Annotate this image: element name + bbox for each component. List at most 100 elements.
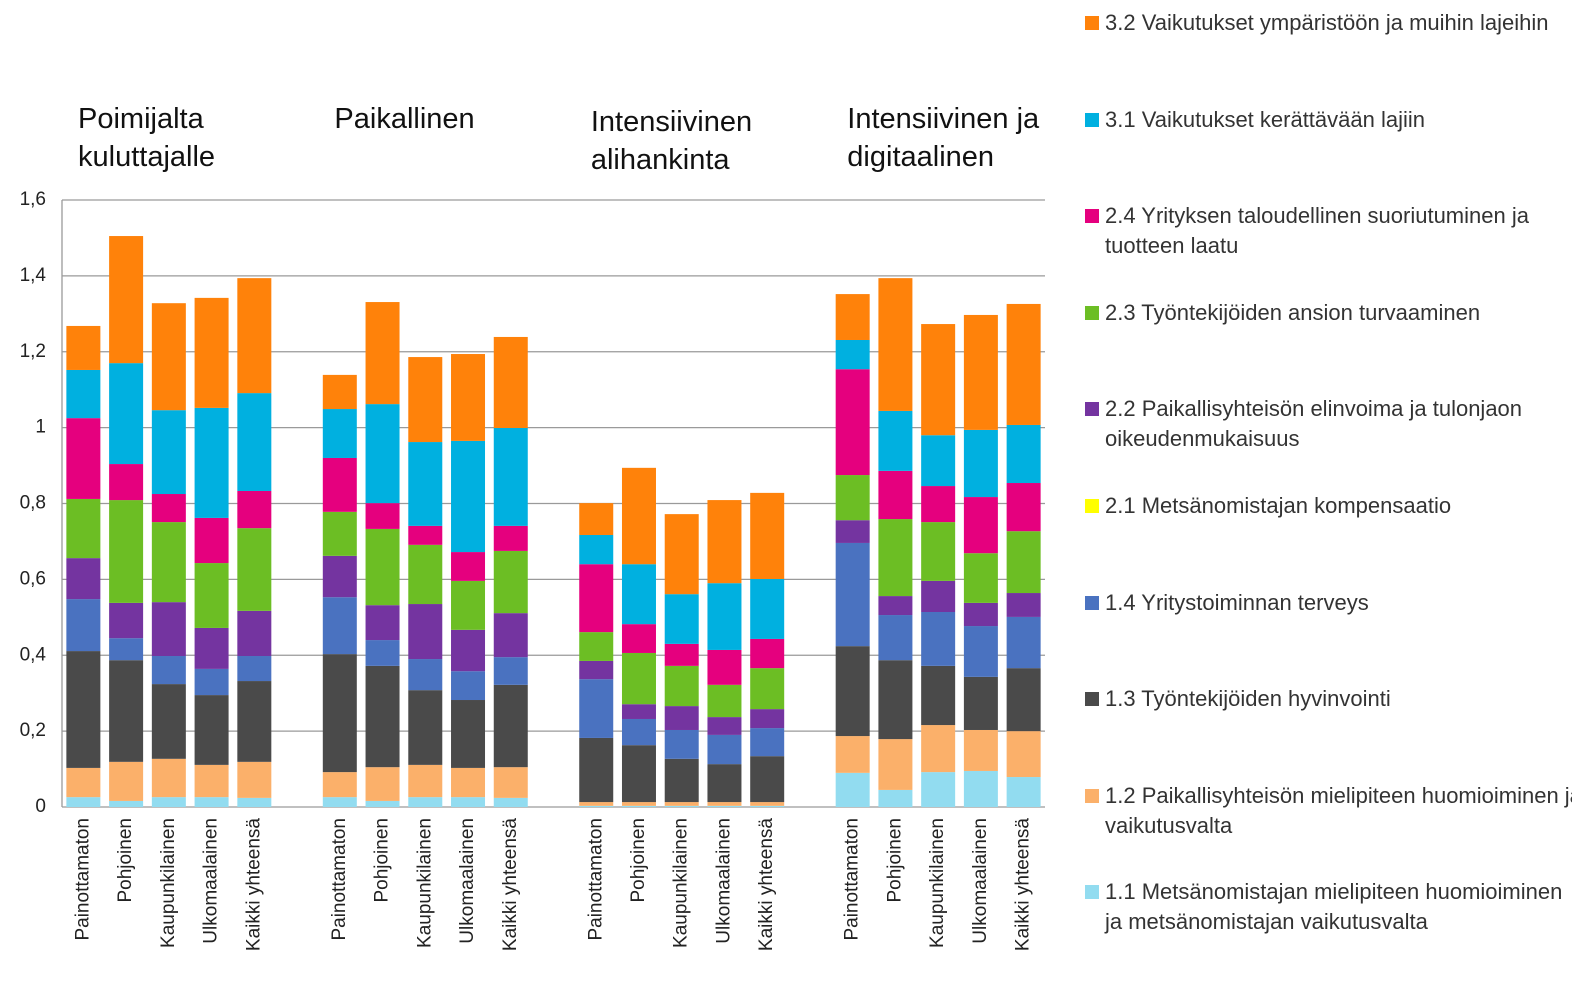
bar-segment bbox=[322, 797, 357, 807]
bar-segment bbox=[451, 671, 486, 701]
bar-segment bbox=[194, 563, 229, 628]
bar-segment bbox=[66, 498, 101, 559]
bar-segment bbox=[493, 657, 528, 685]
bar-segment bbox=[878, 470, 913, 520]
bar-segment bbox=[707, 764, 742, 803]
x-tick-label: Kaikki yhteensä bbox=[756, 818, 777, 952]
bar-segment bbox=[963, 729, 998, 771]
bar-segment bbox=[451, 552, 486, 581]
bar-segment bbox=[835, 646, 870, 737]
legend-label: 2.2 Paikallisyhteisön elinvoima ja tulon… bbox=[1105, 396, 1523, 452]
legend-swatch bbox=[1085, 16, 1099, 30]
bar-segment bbox=[878, 660, 913, 740]
x-tick-label: Pohjoinen bbox=[115, 818, 136, 903]
bar-segment bbox=[66, 651, 101, 768]
bar-segment bbox=[151, 522, 186, 603]
bar-segment bbox=[408, 797, 443, 807]
bar-segment bbox=[493, 613, 528, 658]
legend-label: 1.1 Metsänomistajan mielipiteen huomioim… bbox=[1105, 879, 1563, 935]
x-tick-label: Painottamaton bbox=[329, 818, 350, 941]
y-tick-label: 1,2 bbox=[20, 341, 46, 362]
bar-segment bbox=[66, 599, 101, 652]
bar-segment bbox=[109, 660, 144, 762]
bar-segment bbox=[707, 717, 742, 735]
bar-segment bbox=[109, 761, 144, 801]
bar-segment bbox=[66, 418, 101, 499]
bar-segment bbox=[151, 303, 186, 411]
bar-segment bbox=[451, 767, 486, 798]
bar-segment bbox=[878, 278, 913, 411]
bar-segment bbox=[1006, 777, 1041, 807]
bar-segment bbox=[237, 797, 272, 807]
legend-item: 2.4 Yrityksen taloudellinen suoriutumine… bbox=[1085, 201, 1572, 261]
group-label: Intensiivinen ja digitaalinen bbox=[847, 103, 1040, 173]
bar-segment bbox=[1006, 593, 1041, 617]
bar-segment bbox=[621, 704, 656, 719]
bar-segment bbox=[451, 580, 486, 630]
group-label: Intensiivinen alihankinta bbox=[590, 106, 753, 176]
bar-segment bbox=[109, 363, 144, 465]
bar-segment bbox=[921, 725, 956, 773]
bar-segment bbox=[835, 294, 870, 340]
bar-segment bbox=[750, 668, 785, 710]
bar-segment bbox=[835, 475, 870, 521]
bar-segment bbox=[835, 339, 870, 370]
bar-segment bbox=[151, 684, 186, 759]
bar-segment bbox=[878, 615, 913, 661]
legend-label: 1.4 Yritystoiminnan terveys bbox=[1105, 589, 1369, 615]
y-tick-label: 0,6 bbox=[20, 568, 46, 589]
bar-segment bbox=[322, 409, 357, 458]
bar-segment bbox=[365, 404, 400, 504]
bar-segment bbox=[664, 802, 699, 806]
x-tick-label: Kaikki yhteensä bbox=[243, 818, 264, 952]
bar-segment bbox=[408, 764, 443, 798]
bar-segment bbox=[621, 745, 656, 803]
bar-segment bbox=[878, 739, 913, 790]
bar-segment bbox=[109, 236, 144, 364]
bar-segment bbox=[579, 503, 614, 535]
legend-swatch bbox=[1085, 499, 1099, 513]
bar-segment bbox=[921, 612, 956, 666]
bar-segment bbox=[1006, 483, 1041, 532]
x-tick-label: Ulkomaalainen bbox=[713, 818, 734, 944]
bar-segment bbox=[109, 602, 144, 639]
bar-segment bbox=[151, 758, 186, 798]
legend-swatch bbox=[1085, 112, 1099, 127]
bar-segment bbox=[878, 789, 913, 807]
bar-segment bbox=[493, 797, 528, 807]
bar-segment bbox=[322, 511, 357, 556]
x-tick-label: Painottamaton bbox=[72, 818, 93, 941]
bar-segment bbox=[194, 407, 229, 518]
bar-segment bbox=[664, 729, 699, 759]
bar-segment bbox=[408, 442, 443, 526]
bar-segment bbox=[750, 578, 785, 639]
y-tick-label: 0,2 bbox=[20, 720, 46, 741]
bar-segment bbox=[365, 528, 400, 606]
x-tick-label: Kaupunkilainen bbox=[671, 818, 692, 948]
bar-segment bbox=[194, 627, 229, 669]
bar-segment bbox=[621, 467, 656, 565]
bar-segment bbox=[365, 503, 400, 529]
bar-segment bbox=[878, 596, 913, 616]
bar-segment bbox=[664, 805, 699, 807]
y-tick-label: 0,4 bbox=[20, 644, 47, 665]
bar-segment bbox=[1006, 616, 1041, 669]
bar-segment bbox=[621, 624, 656, 653]
bar-segment bbox=[151, 602, 186, 657]
legend-swatch bbox=[1085, 885, 1099, 900]
bar-segment bbox=[963, 497, 998, 554]
bar-segment bbox=[750, 709, 785, 729]
group-label: Poimijalta kuluttajalle bbox=[78, 103, 216, 173]
bar-segment bbox=[621, 802, 656, 806]
bar-segment bbox=[750, 492, 785, 579]
bar-segment bbox=[621, 652, 656, 705]
bar-segment bbox=[194, 695, 229, 765]
bar-segment bbox=[237, 610, 272, 657]
bar-segment bbox=[750, 638, 785, 669]
bar-segment bbox=[451, 354, 486, 441]
bar-segment bbox=[921, 522, 956, 581]
bar-segment bbox=[451, 797, 486, 807]
bar-segment bbox=[365, 302, 400, 405]
bar-segment bbox=[835, 520, 870, 543]
